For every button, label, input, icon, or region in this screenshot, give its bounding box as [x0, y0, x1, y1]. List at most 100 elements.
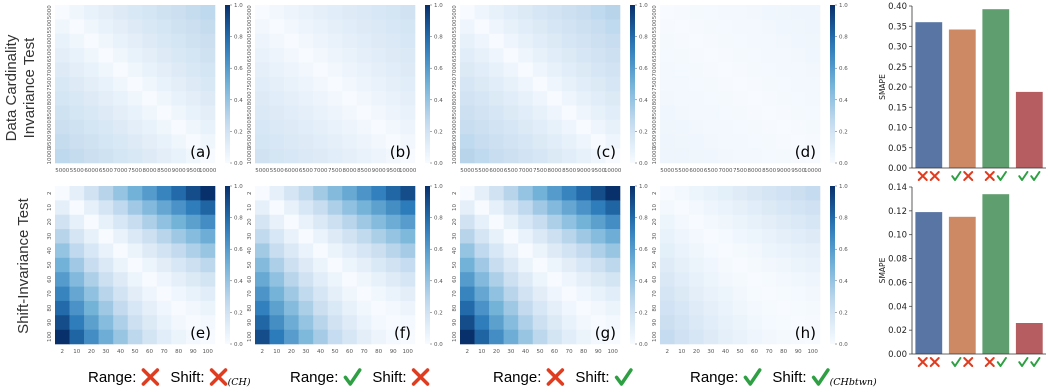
heatmap-cell [269, 286, 285, 302]
heatmap-cell [790, 186, 806, 201]
heatmap-cell [255, 214, 270, 230]
colorbar-tick: 0.2 [839, 310, 848, 316]
heatmap-x-tick: 10 [678, 349, 685, 355]
heatmap-cell [98, 200, 114, 216]
heatmap-cell [385, 315, 401, 330]
heatmap-x-tick: 7000 [314, 168, 328, 174]
heatmap-cell [269, 62, 285, 78]
colorbar-tick: 0.4 [434, 98, 443, 104]
heatmap-cell [518, 243, 534, 259]
caption-range-cross-icon [546, 368, 565, 386]
heatmap-cell [342, 257, 358, 273]
heatmap-cell [732, 214, 748, 230]
heatmap-cell [113, 229, 129, 244]
heatmap-cell [69, 5, 85, 20]
heatmap-x-tick: 60 [346, 349, 353, 355]
heatmap-cell [532, 229, 548, 244]
heatmap-cell [356, 19, 372, 35]
heatmap-cell [185, 5, 201, 20]
heatmap-y-tick: 90 [247, 319, 253, 326]
heatmap-cell [142, 229, 158, 244]
heatmap-cell [776, 48, 792, 63]
colorbar-tick: 1.0 [234, 184, 243, 190]
y-tick: 0.30 [888, 43, 907, 53]
heatmap-cell [703, 62, 719, 78]
heatmap-cell [747, 62, 763, 78]
heatmap-cell [142, 91, 158, 106]
heatmap-cell [156, 200, 172, 216]
heatmap-cell [805, 134, 821, 149]
heatmap-cell [674, 134, 690, 149]
heatmap-cell [747, 19, 763, 35]
panel-label: (h) [795, 324, 816, 342]
heatmap-x-tick: 70 [361, 349, 368, 355]
heatmap-cell [474, 186, 490, 201]
heatmap-cell [127, 300, 143, 316]
heatmap-cell [503, 186, 519, 201]
heatmap-cell [113, 272, 129, 287]
heatmap-cell [518, 119, 534, 135]
heatmap-cell [776, 105, 792, 121]
heatmap-cell [113, 119, 129, 135]
heatmap-cell [689, 33, 704, 49]
heatmap-cell [460, 229, 475, 244]
heatmap-y-tick: 10000 [47, 147, 53, 165]
colorbar-tick: 0.6 [639, 247, 648, 253]
heatmap-cell [127, 76, 143, 92]
heatmap-cell [547, 48, 563, 63]
heatmap-x-tick: 10 [273, 349, 280, 355]
heatmap-cell [298, 91, 314, 106]
heatmap-cell [84, 186, 99, 201]
heatmap-cell [255, 33, 270, 49]
heatmap-cell [113, 134, 129, 149]
heatmap-cell [532, 91, 548, 106]
heatmap-cell [547, 186, 563, 201]
heatmap-cell [805, 286, 821, 302]
heatmap-cell [518, 105, 534, 121]
heatmap-cell [69, 119, 85, 135]
heatmap-cell [474, 134, 490, 149]
heatmap-cell [371, 19, 387, 35]
heatmap-cell [561, 76, 577, 92]
colorbar-tick: 0.4 [639, 279, 648, 285]
heatmap-cell [532, 272, 548, 287]
heatmap-cell [805, 119, 821, 135]
colorbar [225, 5, 230, 163]
heatmap-cell [127, 200, 143, 216]
heatmap-cell [790, 329, 806, 345]
heatmap-y-tick: 9000 [652, 120, 658, 134]
bar [948, 216, 976, 354]
heatmap-cell [98, 33, 114, 49]
heatmap-cell [761, 200, 777, 216]
heatmap-cell [98, 148, 114, 164]
heatmap-x-tick: 9000 [172, 168, 186, 174]
heatmap-cell [55, 62, 70, 78]
heatmap-cell [127, 243, 143, 259]
heatmap-cell [689, 5, 704, 20]
colorbar-tick: 1.0 [434, 3, 443, 9]
heatmap-cell [342, 62, 358, 78]
heatmap-cell [269, 186, 285, 201]
heatmap-cell [98, 5, 114, 20]
heatmap-cell [474, 19, 490, 35]
heatmap-cell [313, 19, 329, 35]
heatmap-y-tick: 6500 [247, 48, 253, 62]
heatmap-cell [127, 329, 143, 345]
heatmap-cell [313, 76, 329, 92]
heatmap-cell [790, 91, 806, 106]
heatmap-x-tick: 90 [190, 349, 197, 355]
heatmap-cell [55, 48, 70, 63]
heatmap-cell [689, 76, 704, 92]
heatmap-cell [298, 5, 314, 20]
heatmap-cell [400, 19, 416, 35]
heatmap-cell [298, 119, 314, 135]
heatmap-cell [269, 214, 285, 230]
heatmap-cell [805, 148, 821, 164]
heatmap-cell [200, 119, 216, 135]
y-tick: 0.14 [888, 183, 907, 193]
heatmap-x-tick: 6500 [99, 168, 113, 174]
heatmap-cell [313, 286, 329, 302]
heatmap-x-tick: 8500 [562, 168, 576, 174]
heatmap-cell [200, 48, 216, 63]
heatmap-cell [605, 272, 621, 287]
